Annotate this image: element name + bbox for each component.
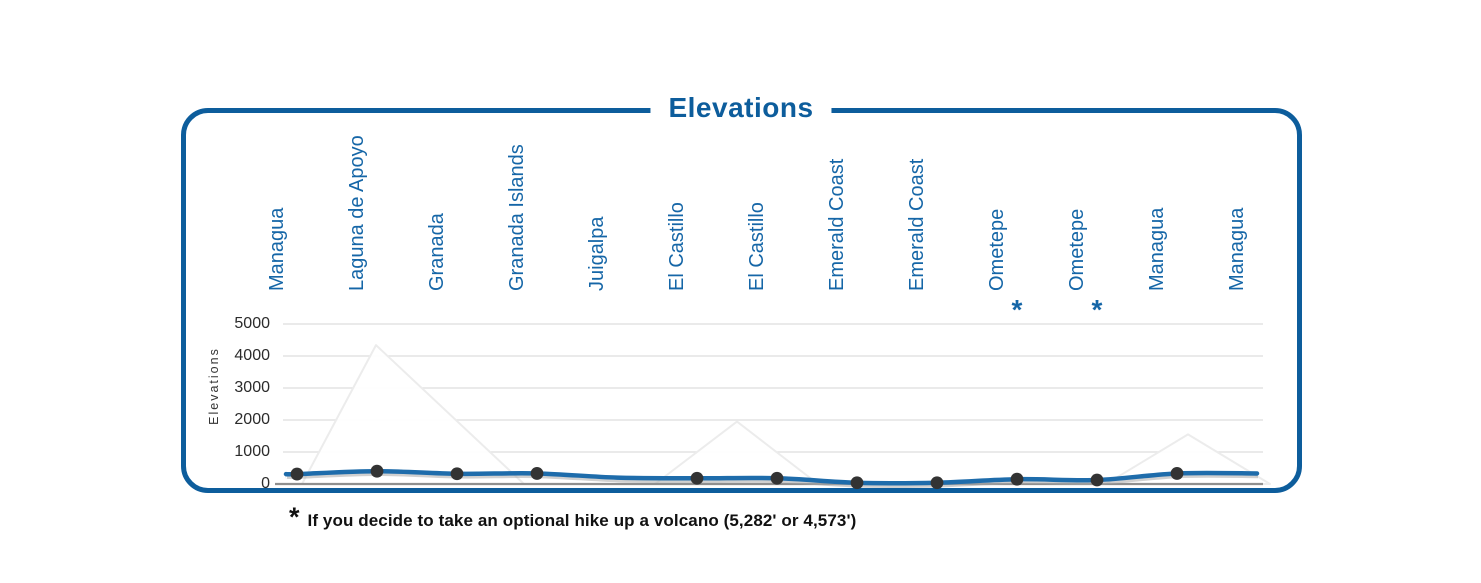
y-tick-label: 3000: [234, 379, 270, 396]
footnote-text: If you decide to take an optional hike u…: [307, 511, 857, 530]
category-label: El Castillo: [666, 202, 688, 291]
footnote-asterisk: *: [289, 502, 300, 532]
category-label: Managua: [1226, 207, 1248, 291]
y-tick-label: 5000: [234, 315, 270, 332]
data-point-10: [1090, 473, 1104, 487]
category-label: Emerald Coast: [906, 158, 928, 291]
data-point-1: [370, 464, 384, 478]
ghost-mountain-watermark: [301, 344, 525, 485]
category-label: El Castillo: [746, 202, 768, 291]
category-label: Managua: [1146, 207, 1168, 291]
category-label: Granada Islands: [506, 144, 528, 291]
data-point-6: [770, 471, 784, 485]
optional-hike-asterisk: *: [1011, 294, 1023, 325]
optional-hike-asterisk: *: [1091, 294, 1103, 325]
chart-title: Elevations: [650, 92, 832, 124]
footnote: * If you decide to take an optional hike…: [289, 504, 856, 531]
data-point-5: [690, 471, 704, 485]
data-point-0: [290, 467, 304, 481]
category-label: Granada: [426, 213, 448, 291]
data-point-11: [1170, 467, 1184, 480]
category-label: Laguna de Apoyo: [346, 135, 368, 291]
category-label: Juigalpa: [586, 216, 608, 291]
data-point-2: [450, 467, 464, 481]
y-tick-label: 1000: [234, 443, 270, 460]
y-tick-label: 4000: [234, 347, 270, 364]
data-point-7: [850, 476, 864, 490]
y-tick-label: 0: [261, 475, 270, 492]
data-point-8: [930, 476, 944, 490]
y-tick-label: 2000: [234, 411, 270, 428]
category-label: Ometepe: [1066, 208, 1088, 291]
category-label: Emerald Coast: [826, 158, 848, 291]
category-label: Managua: [266, 207, 288, 291]
data-point-3: [530, 467, 544, 480]
category-label: Ometepe: [986, 208, 1008, 291]
data-point-9: [1010, 472, 1024, 486]
